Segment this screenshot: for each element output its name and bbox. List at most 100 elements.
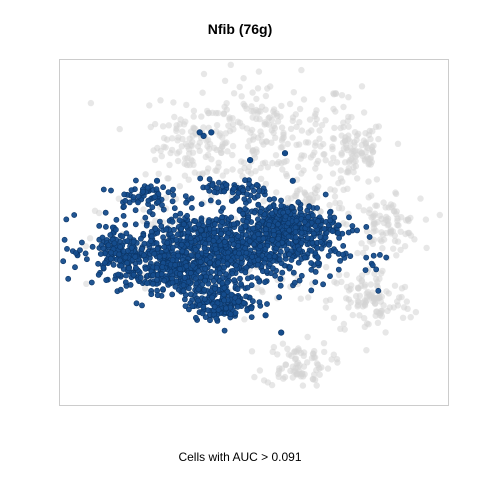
background-cell-point xyxy=(370,221,377,228)
background-cell-point xyxy=(297,295,304,302)
positive-cell-point xyxy=(170,186,176,193)
background-cell-point xyxy=(319,96,326,103)
background-cell-point xyxy=(327,296,334,303)
positive-cell-point xyxy=(187,291,194,298)
positive-cell-point xyxy=(160,286,166,293)
background-cell-point xyxy=(355,130,362,137)
background-cell-point xyxy=(158,153,165,160)
positive-cell-point xyxy=(150,272,157,279)
positive-cell-point xyxy=(63,216,70,223)
background-cell-point xyxy=(274,351,281,358)
background-cell-point xyxy=(279,143,286,151)
background-cell-point xyxy=(371,210,379,217)
background-cell-point xyxy=(295,345,302,352)
positive-cell-point xyxy=(156,253,163,260)
positive-cell-point xyxy=(249,298,256,305)
background-cell-point xyxy=(284,345,291,352)
background-cell-point xyxy=(213,146,220,154)
background-cell-point xyxy=(289,117,296,125)
background-cell-point xyxy=(391,282,399,289)
positive-cell-point xyxy=(314,205,320,211)
positive-cell-point xyxy=(121,191,128,198)
background-cell-point xyxy=(382,204,389,211)
background-cell-point xyxy=(205,109,212,117)
background-cell-point xyxy=(229,151,236,159)
positive-cell-point xyxy=(202,265,208,272)
positive-cell-point xyxy=(158,223,165,229)
positive-cell-point xyxy=(221,264,228,271)
background-cell-point xyxy=(187,156,195,163)
background-cell-point xyxy=(147,123,154,131)
positive-cell-point xyxy=(325,252,332,259)
background-cell-point xyxy=(229,166,236,173)
positive-cell-point xyxy=(247,157,254,164)
positive-cell-point xyxy=(139,302,145,309)
background-cell-point xyxy=(390,304,397,311)
positive-cell-point xyxy=(152,194,158,200)
background-cell-point xyxy=(346,157,353,164)
background-cell-point xyxy=(190,124,197,131)
positive-cell-point xyxy=(257,208,264,215)
background-cell-point xyxy=(300,96,308,103)
positive-cell-point xyxy=(282,213,289,220)
positive-cell-point xyxy=(363,223,370,230)
positive-cell-point xyxy=(176,271,183,277)
positive-cell-point xyxy=(64,245,70,252)
background-cell-point xyxy=(331,193,339,200)
positive-cell-point xyxy=(287,264,293,270)
positive-cell-point xyxy=(221,188,228,195)
background-cell-point xyxy=(360,109,368,116)
positive-cell-point xyxy=(100,264,107,271)
background-cell-point xyxy=(345,132,352,139)
background-cell-point xyxy=(292,111,299,118)
positive-cell-point xyxy=(161,252,168,259)
background-cell-point xyxy=(417,195,424,202)
background-cell-point xyxy=(238,93,245,100)
positive-cell-point xyxy=(262,312,269,319)
positive-cell-point xyxy=(289,204,295,211)
background-cell-point xyxy=(215,159,222,166)
positive-cell-point xyxy=(183,263,190,270)
positive-cell-point xyxy=(289,177,296,184)
positive-cell-point xyxy=(242,205,248,212)
background-cell-point xyxy=(372,123,380,130)
background-cell-point xyxy=(375,135,382,143)
positive-cell-point xyxy=(322,191,329,198)
positive-cell-point xyxy=(188,204,195,211)
positive-cell-point xyxy=(123,272,129,279)
background-cell-point xyxy=(257,175,265,182)
positive-cell-point xyxy=(102,209,109,216)
background-cell-point xyxy=(353,136,360,144)
background-cell-point xyxy=(337,124,344,132)
background-cell-point xyxy=(351,142,358,149)
positive-cell-point xyxy=(256,278,263,285)
background-cell-point xyxy=(311,113,318,120)
positive-cell-point xyxy=(163,226,170,233)
positive-cell-point xyxy=(141,240,148,247)
background-cell-point xyxy=(352,163,360,170)
positive-cell-point xyxy=(304,235,311,241)
background-cell-point xyxy=(272,152,280,159)
positive-cell-point xyxy=(236,250,242,257)
positive-cell-point xyxy=(243,249,250,256)
background-cell-point xyxy=(352,157,359,165)
positive-cell-point xyxy=(99,234,106,241)
background-cell-point xyxy=(355,298,362,306)
background-cell-point xyxy=(293,141,300,149)
positive-cell-point xyxy=(261,259,268,266)
background-cell-point xyxy=(254,284,261,292)
positive-cell-point xyxy=(158,271,165,278)
background-cell-point xyxy=(355,203,362,210)
positive-cell-point xyxy=(202,314,209,320)
background-cell-point xyxy=(356,292,363,299)
background-cell-point xyxy=(155,170,162,177)
positive-cell-point xyxy=(175,252,181,259)
positive-cell-point xyxy=(268,210,275,217)
background-cell-point xyxy=(248,348,256,355)
background-cell-point xyxy=(278,365,286,372)
positive-cell-point xyxy=(362,267,369,273)
background-cell-point xyxy=(292,192,300,200)
background-cell-point xyxy=(152,217,159,224)
positive-cell-point xyxy=(188,252,195,259)
positive-cell-point xyxy=(73,250,79,256)
